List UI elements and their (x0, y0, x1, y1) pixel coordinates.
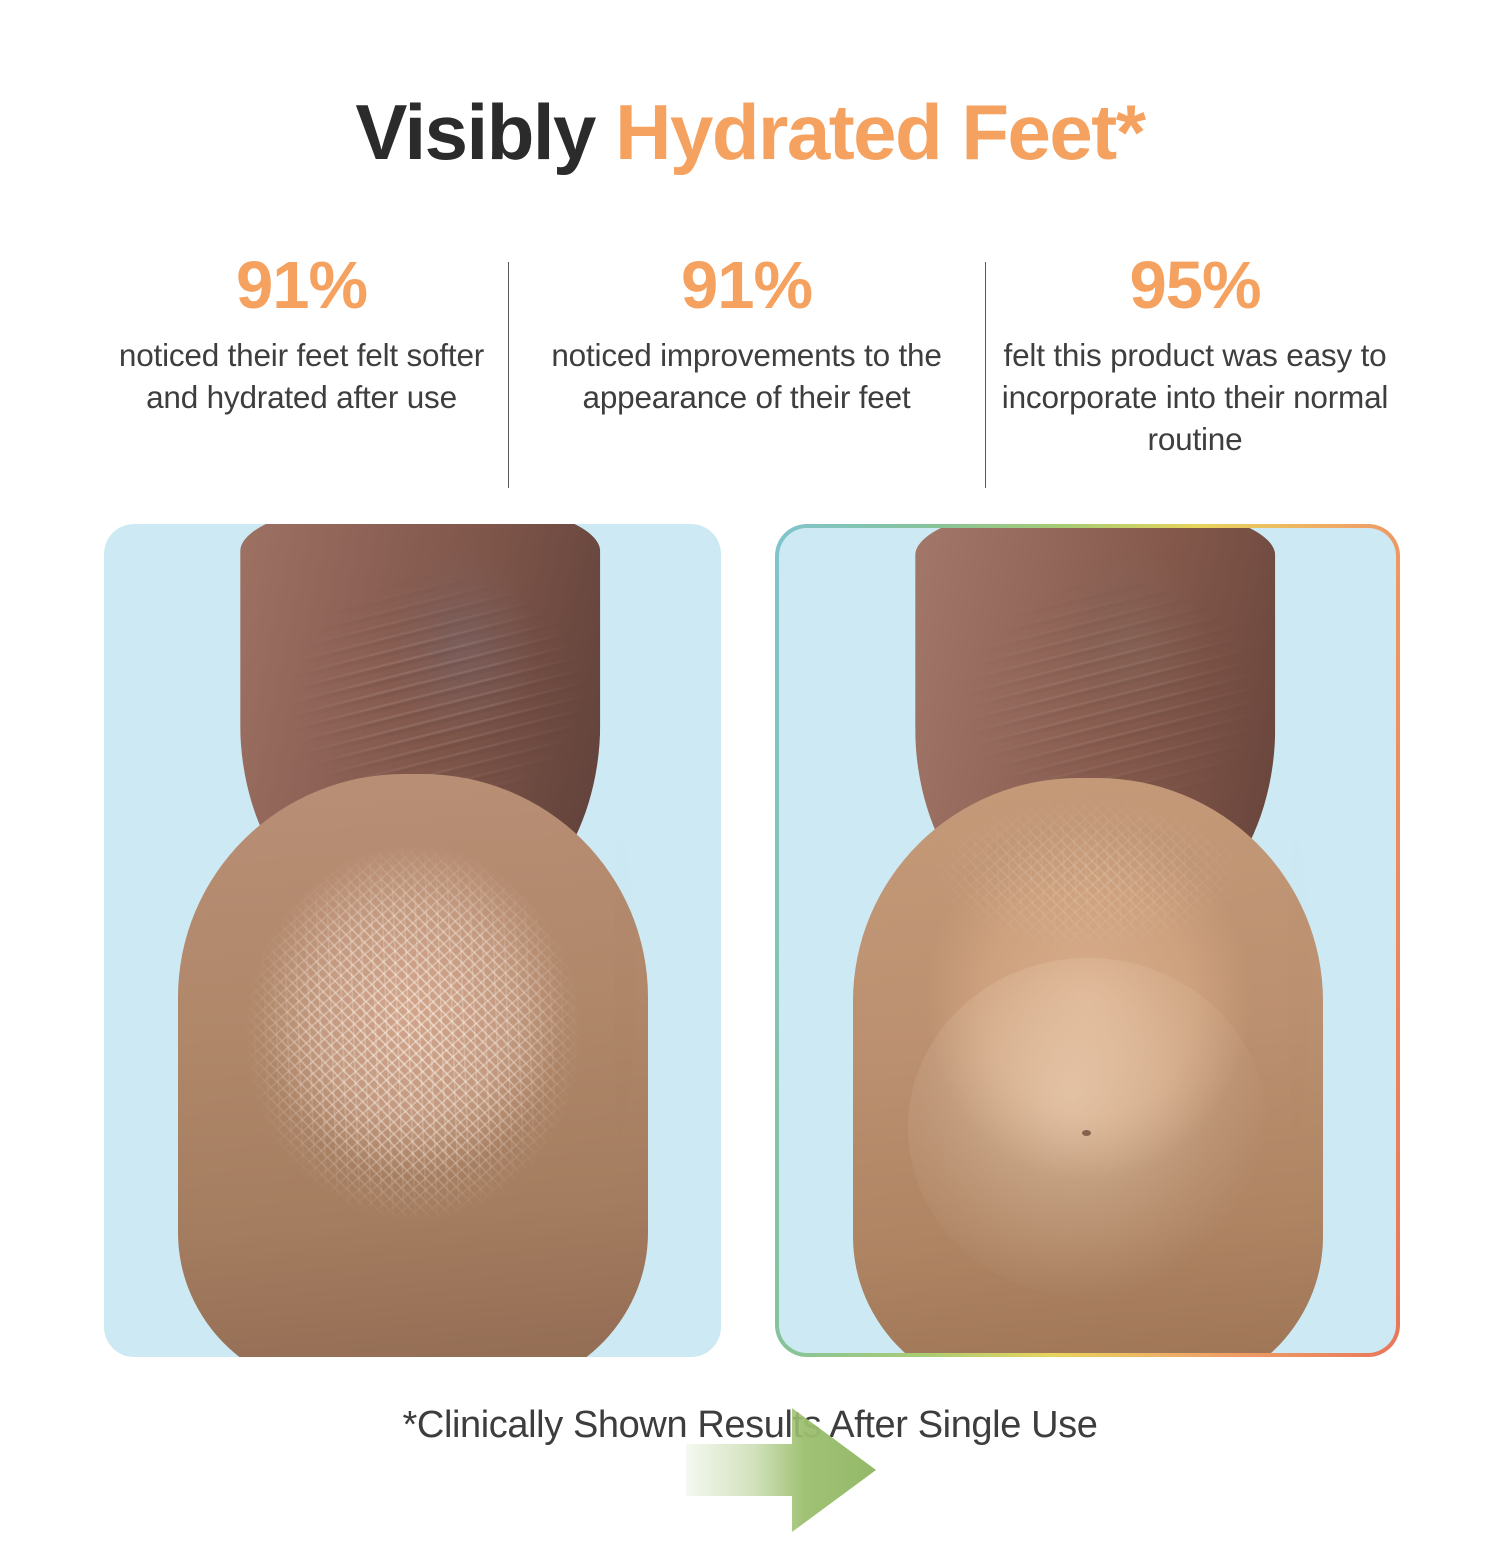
after-photo-panel (775, 524, 1400, 1357)
statistics-row: 91% noticed their feet felt softer and h… (95, 252, 1405, 492)
stat-value-1: 91% (235, 248, 368, 323)
stat-description-3: felt this product was easy to incorporat… (1001, 337, 1389, 457)
stat-value-3: 95% (1129, 248, 1261, 323)
before-foot-image (104, 524, 721, 1357)
after-skin-texture (872, 796, 1303, 1096)
before-dry-skin-texture (197, 824, 628, 1324)
stat-block-2: 91% noticed improvements to the appearan… (508, 252, 985, 419)
before-heel (177, 774, 648, 1357)
after-photo-inner (779, 528, 1396, 1353)
stat-block-1: 91% noticed their feet felt softer and h… (95, 252, 508, 419)
before-photo-panel (104, 524, 721, 1357)
after-heel (852, 778, 1323, 1353)
after-hydration-sheen (907, 958, 1268, 1298)
after-heel-mole (1081, 1130, 1091, 1136)
infographic-page: Visibly Hydrated Feet* 91% noticed their… (0, 91, 1500, 1532)
after-foot-image (779, 528, 1396, 1353)
arrow-right-icon (686, 1402, 878, 1538)
stat-divider-2 (985, 262, 986, 488)
page-title: Visibly Hydrated Feet* (0, 91, 1500, 174)
stat-description-2: noticed improvements to the appearance o… (551, 337, 942, 415)
stat-value-2: 91% (680, 248, 813, 323)
page-title-accent: Hydrated Feet* (615, 88, 1146, 176)
before-after-comparison (0, 524, 1500, 1532)
stat-divider-1 (508, 262, 509, 488)
stat-block-3: 95% felt this product was easy to incorp… (985, 252, 1405, 461)
page-title-primary: Visibly (355, 88, 616, 176)
footnote-text: *Clinically Shown Results After Single U… (402, 1404, 1098, 1446)
stat-description-1: noticed their feet felt softer and hydra… (118, 337, 485, 415)
